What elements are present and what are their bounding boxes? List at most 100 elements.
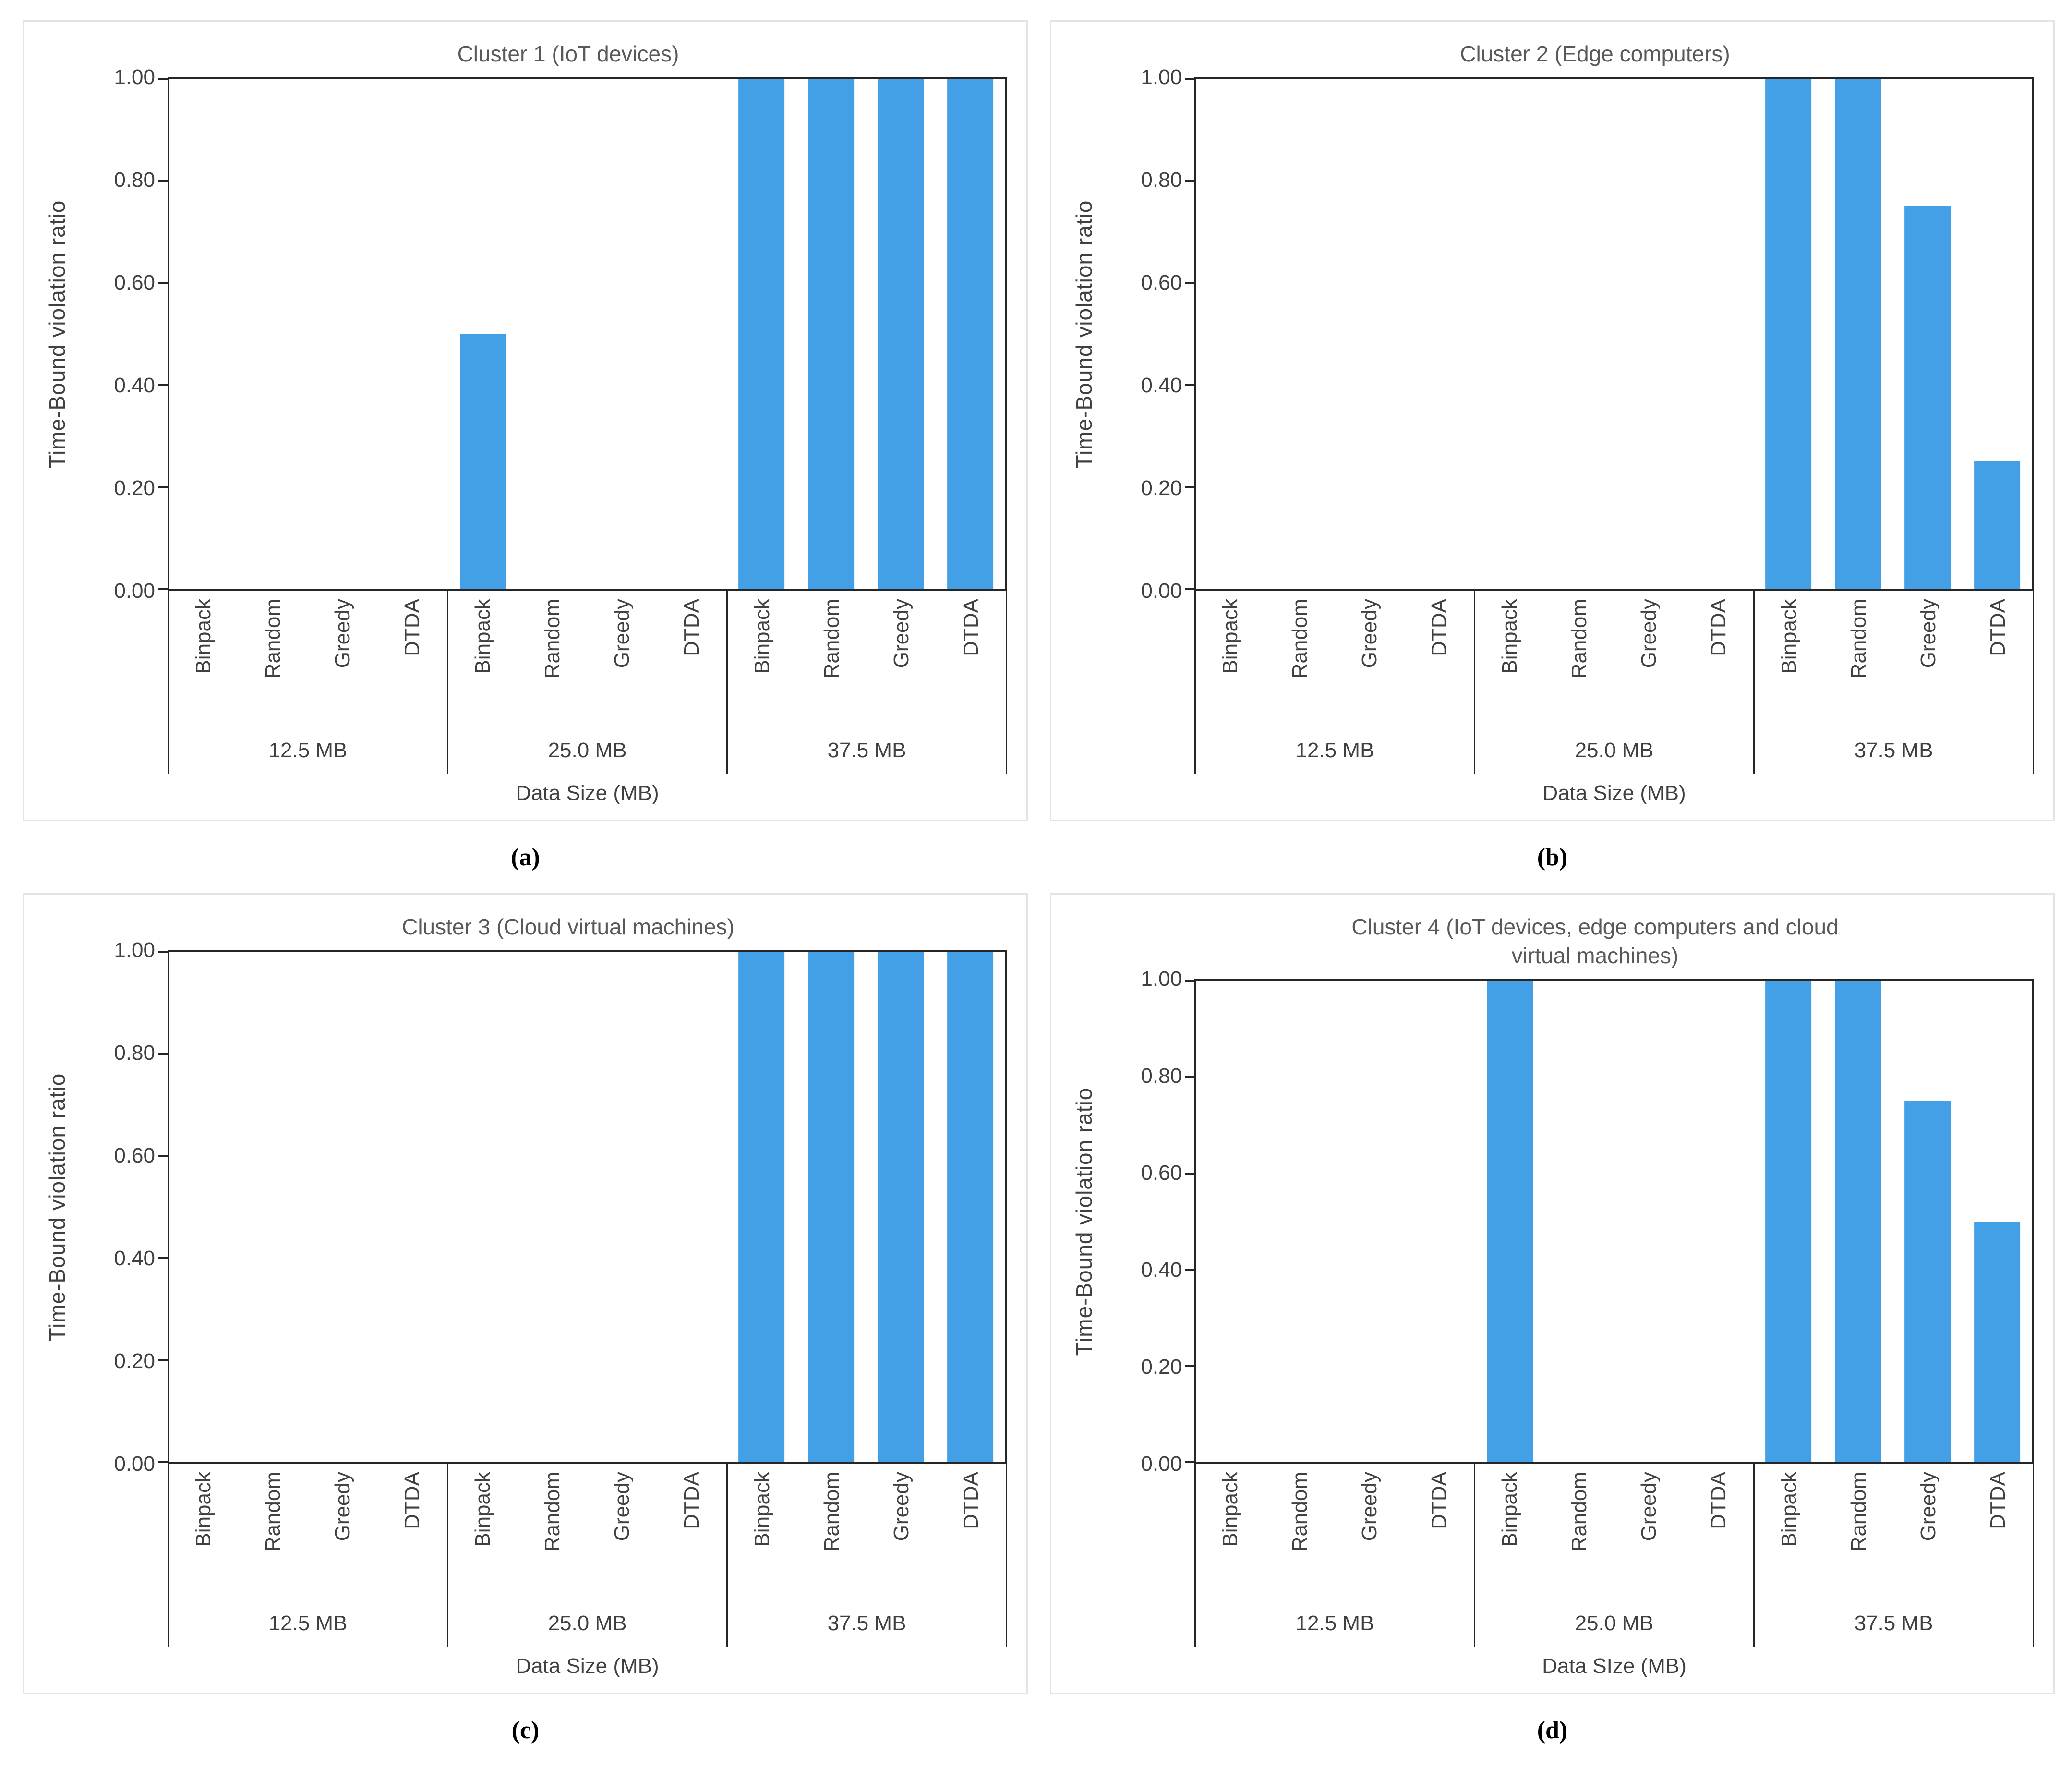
algorithm-label-slot: Random <box>1824 599 1894 727</box>
algorithm-label: Binpack <box>1777 1472 1801 1547</box>
y-tick-label: 0.00 <box>1141 579 1182 603</box>
algorithm-label-slot: Binpack <box>448 1472 518 1600</box>
bar-dtda-37.5MB <box>947 79 994 589</box>
algorithm-label-slot: Random <box>1545 599 1614 727</box>
bar-greedy-37.5MB <box>1904 1101 1951 1462</box>
algorithm-label-slot: Binpack <box>1196 599 1265 727</box>
plot-row: Time-Bound violation ratio 1.00 0.80 0.60 0… <box>28 65 1007 603</box>
algorithm-label-slot: DTDA <box>1963 1472 2033 1600</box>
bar-random-37.5MB <box>1835 981 1881 1462</box>
algorithm-label: Random <box>1847 1472 1871 1552</box>
algorithm-label: Binpack <box>471 599 495 674</box>
y-tick-label: 0.20 <box>1141 476 1182 500</box>
algorithm-label-slot: Greedy <box>1614 599 1684 727</box>
algorithm-label-slot: Random <box>797 599 867 727</box>
algorithm-label-slot: Greedy <box>1335 599 1405 727</box>
algorithm-label: Greedy <box>1916 599 1940 668</box>
algorithm-label-slot: Binpack <box>1755 599 1824 727</box>
y-axis-title-text: Time-Bound violation ratio <box>1072 1087 1096 1356</box>
algorithm-label-slot: DTDA <box>936 1472 1006 1600</box>
algorithm-label-slot: Random <box>1545 1472 1614 1600</box>
algorithm-label-slot: Binpack <box>169 1472 239 1600</box>
algorithm-label: DTDA <box>959 1472 983 1529</box>
algorithm-label: Random <box>820 599 844 679</box>
bar-greedy-37.5MB <box>878 79 924 589</box>
axis-group-column: Binpack Random Greedy DTDA 25.0 MB <box>447 1464 726 1647</box>
algorithm-label-slot: DTDA <box>1684 599 1753 727</box>
algorithm-label: DTDA <box>679 599 703 656</box>
algorithm-label-row: Binpack Random Greedy DTDA <box>1755 591 2033 727</box>
chart-title-line: virtual machines) <box>1511 943 1679 968</box>
y-axis-title-text: Time-Bound violation ratio <box>1072 200 1096 469</box>
y-axis-title: Time-Bound violation ratio <box>1055 979 1113 1464</box>
y-axis-title: Time-Bound violation ratio <box>28 950 86 1464</box>
plot-row: Time-Bound violation ratio 1.00 0.80 0.60 0… <box>1055 65 2034 603</box>
y-tick-mark <box>1185 1172 1194 1175</box>
y-tick-label: 0.60 <box>1141 270 1182 294</box>
chart-title: Cluster 1 (IoT devices) <box>129 40 1007 69</box>
y-axis-title: Time-Bound violation ratio <box>1055 77 1113 591</box>
bar-binpack-25.0MB <box>1487 981 1533 1462</box>
subfigure-a: Cluster 1 (IoT devices) Time-Bound viola… <box>23 20 1028 893</box>
algorithm-label: Random <box>1288 599 1312 679</box>
y-tick-label: 0.80 <box>1141 168 1182 192</box>
algorithm-label-slot: Binpack <box>728 1472 797 1600</box>
y-tick-label: 0.20 <box>114 1349 155 1373</box>
data-size-group-label: 12.5 MB <box>268 1611 348 1635</box>
chart-title-line: Cluster 3 (Cloud virtual machines) <box>402 914 735 939</box>
algorithm-label-slot: Greedy <box>1335 1472 1405 1600</box>
y-tick-label: 0.80 <box>114 1041 155 1065</box>
y-tick-mark <box>158 1359 168 1361</box>
algorithm-label-slot: DTDA <box>377 599 447 727</box>
y-tick-mark <box>1185 384 1194 387</box>
algorithm-label-slot: Random <box>239 599 308 727</box>
subfigure-caption-b: (b) <box>1537 843 1568 871</box>
algorithm-label: Random <box>541 599 565 679</box>
y-tick-label: 0.40 <box>114 373 155 397</box>
axis-group-column: Binpack Random Greedy DTDA 37.5 MB <box>726 591 1007 774</box>
y-axis-tick-labels: 1.00 0.80 0.60 0.40 0.20 0.00 <box>1113 967 1194 1476</box>
axis-group-column: Binpack Random Greedy DTDA 25.0 MB <box>1474 591 1753 774</box>
y-tick-mark <box>158 1257 168 1260</box>
y-tick-mark <box>158 1461 168 1463</box>
chart-title-line: Cluster 4 (IoT devices, edge computers a… <box>1351 914 1839 939</box>
chart-panel-d: Cluster 4 (IoT devices, edge computers a… <box>1050 893 2055 1694</box>
algorithm-label: DTDA <box>679 1472 703 1529</box>
algorithm-label-row: Binpack Random Greedy DTDA <box>448 591 726 727</box>
bar-binpack-37.5MB <box>1765 981 1812 1462</box>
bar-greedy-37.5MB <box>878 952 924 1462</box>
y-tick-mark <box>158 1155 168 1157</box>
algorithm-label-slot: DTDA <box>657 599 726 727</box>
axis-group-column: Binpack Random Greedy DTDA 12.5 MB <box>1194 591 1474 774</box>
algorithm-label: Random <box>1288 1472 1312 1552</box>
algorithm-label: Random <box>261 1472 285 1552</box>
algorithm-label-slot: DTDA <box>657 1472 726 1600</box>
algorithm-label-slot: Greedy <box>1614 1472 1684 1600</box>
algorithm-label: DTDA <box>959 599 983 656</box>
chart-title: Cluster 3 (Cloud virtual machines) <box>129 913 1007 942</box>
y-tick-label: 0.60 <box>1141 1161 1182 1185</box>
data-size-group-label: 12.5 MB <box>1295 739 1374 762</box>
plot-area <box>1185 77 2034 591</box>
algorithm-label-slot: Random <box>518 1472 588 1600</box>
algorithm-label: Binpack <box>192 599 216 674</box>
data-size-group-label: 37.5 MB <box>1854 739 1933 762</box>
algorithm-label: DTDA <box>1706 599 1730 656</box>
algorithm-label-slot: Greedy <box>308 599 378 727</box>
y-axis-title: Time-Bound violation ratio <box>28 77 86 591</box>
chart-body: Time-Bound violation ratio 1.00 0.80 0.60 0… <box>28 65 1007 805</box>
axis-group-column: Binpack Random Greedy DTDA 12.5 MB <box>168 1464 447 1647</box>
y-axis-tick-labels: 1.00 0.80 0.60 0.40 0.20 0.00 <box>86 938 168 1476</box>
figure-grid: Cluster 1 (IoT devices) Time-Bound viola… <box>23 20 2055 1766</box>
algorithm-label-slot: Binpack <box>728 599 797 727</box>
y-tick-mark <box>1185 980 1194 982</box>
chart-title: Cluster 2 (Edge computers) <box>1156 40 2034 69</box>
y-tick-mark <box>1185 1269 1194 1271</box>
algorithm-label: Greedy <box>889 1472 913 1541</box>
algorithm-label: Binpack <box>1218 599 1242 674</box>
y-tick-label: 0.20 <box>114 476 155 500</box>
bar-random-37.5MB <box>1835 79 1881 589</box>
data-size-group-label: 12.5 MB <box>1295 1611 1374 1635</box>
axis-group-column: Binpack Random Greedy DTDA 12.5 MB <box>1194 1464 1474 1647</box>
algorithm-label-slot: DTDA <box>1684 1472 1753 1600</box>
